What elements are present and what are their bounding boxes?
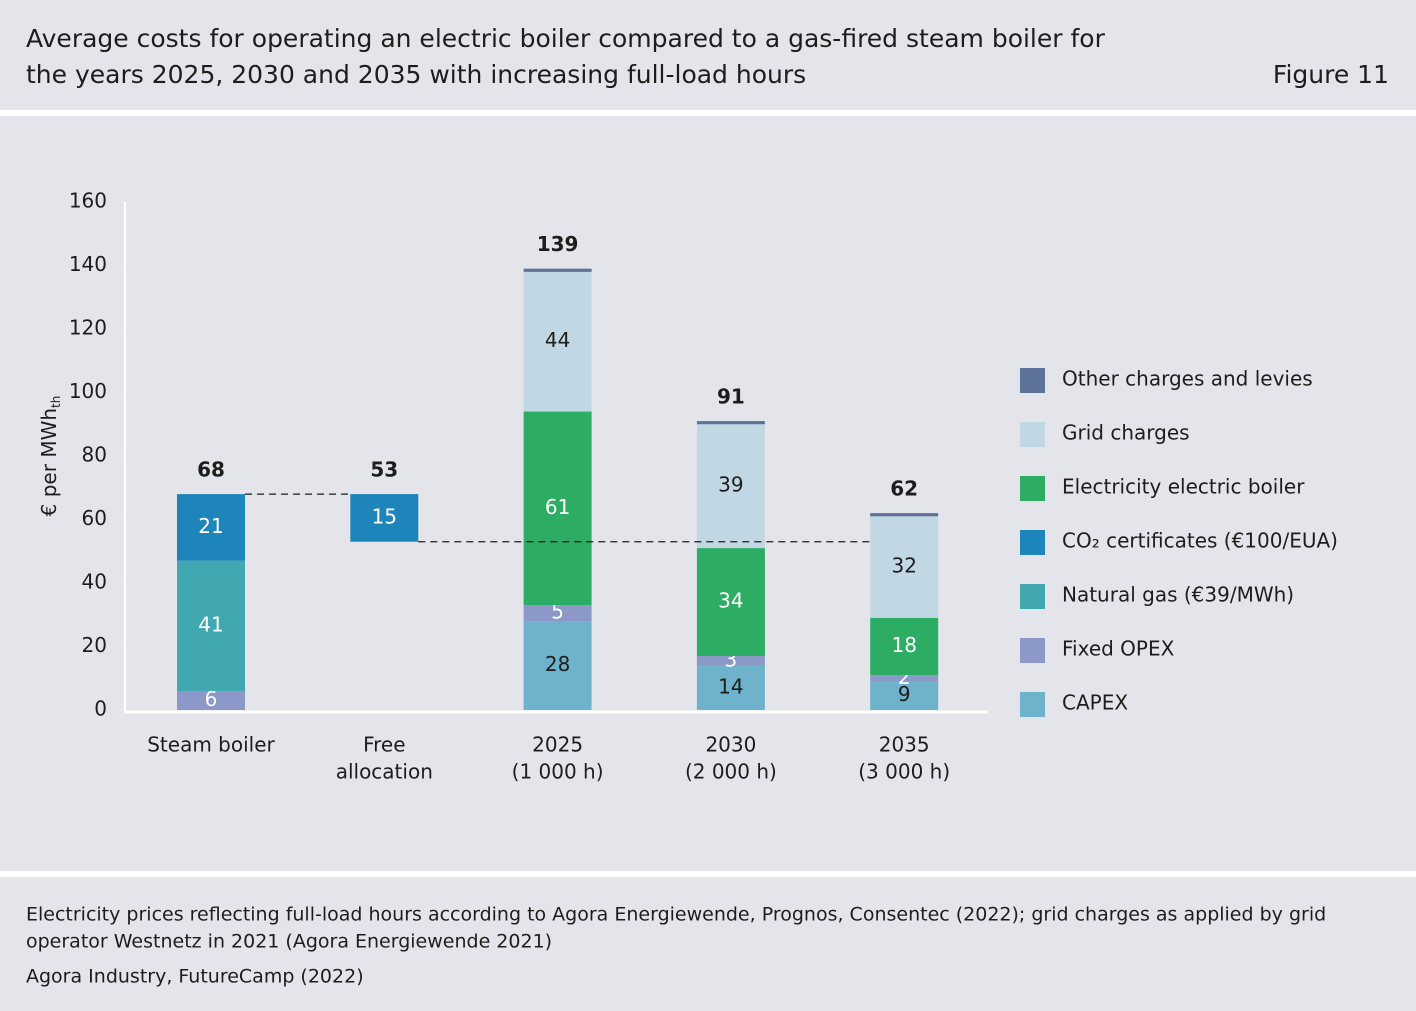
- source: Agora Industry, FutureCamp (2022): [26, 966, 364, 988]
- value-label: 5: [551, 600, 564, 624]
- x-tick-label: (2 000 h): [685, 760, 777, 784]
- bar-segment: [870, 681, 939, 710]
- value-label: 34: [718, 589, 743, 613]
- y-tick-label: 140: [69, 252, 107, 276]
- value-label: 14: [718, 674, 743, 698]
- value-label: 6: [205, 687, 218, 711]
- y-tick-label: 60: [82, 506, 107, 530]
- x-tick-label: 2025: [532, 733, 583, 757]
- bar-segment: [870, 513, 939, 517]
- x-tick-label: Free: [363, 733, 405, 757]
- x-tick-label: allocation: [336, 760, 433, 784]
- total-label: 139: [537, 232, 579, 256]
- bar-segment: [177, 690, 245, 710]
- y-axis-label-text: € per MWh: [37, 408, 61, 516]
- bar-segment: [870, 617, 939, 676]
- legend-label: Electricity electric boiler: [1062, 475, 1305, 499]
- x-tick-label: (1 000 h): [512, 760, 604, 784]
- x-tick-label: Steam boiler: [147, 733, 275, 757]
- bar-segment: [696, 548, 765, 657]
- legend-label: Grid charges: [1062, 421, 1190, 445]
- bar-segment: [523, 621, 592, 710]
- total-label: 68: [197, 458, 225, 482]
- bar-segment: [523, 271, 592, 412]
- y-axis-label-sub: th: [49, 396, 63, 408]
- y-tick-label: 20: [82, 633, 107, 657]
- y-tick-label: 40: [82, 570, 107, 594]
- y-tick-label: 100: [69, 379, 107, 403]
- total-label: 53: [370, 458, 398, 482]
- legend-label: CO₂ certificates (€100/EUA): [1062, 529, 1338, 553]
- value-label: 41: [198, 612, 223, 636]
- legend-label: Natural gas (€39/MWh): [1062, 583, 1294, 607]
- figure-number: Figure 11: [1273, 60, 1389, 89]
- y-tick-label: 160: [69, 189, 107, 213]
- x-tick-label: 2030: [705, 733, 756, 757]
- bar-segment: [350, 494, 419, 542]
- title-line: Average costs for operating an electric …: [26, 24, 1106, 53]
- legend-swatch: [1020, 422, 1045, 447]
- bar-segment: [523, 268, 592, 272]
- separator: [0, 871, 1416, 877]
- value-label: 32: [891, 554, 916, 578]
- bar-segment: [177, 494, 245, 561]
- separator: [0, 110, 1416, 116]
- bar-segment: [696, 421, 765, 425]
- total-label: 62: [890, 477, 918, 501]
- value-label: 15: [372, 504, 397, 528]
- bar-segment: [523, 411, 592, 606]
- footnote: operator Westnetz in 2021 (Agora Energie…: [26, 931, 552, 953]
- bar-segment: [870, 675, 939, 682]
- total-label: 91: [717, 385, 745, 409]
- bar-segment: [696, 424, 765, 549]
- y-tick-label: 80: [82, 443, 107, 467]
- value-label: 39: [718, 473, 743, 497]
- y-tick-label: 120: [69, 316, 107, 340]
- y-tick-label: 0: [94, 697, 107, 721]
- bar-segment: [523, 605, 592, 622]
- value-label: 18: [891, 633, 916, 657]
- legend-swatch: [1020, 692, 1045, 717]
- bar-segment: [870, 516, 939, 618]
- legend-swatch: [1020, 584, 1045, 609]
- value-label: 44: [545, 328, 570, 352]
- legend-swatch: [1020, 530, 1045, 555]
- legend-label: CAPEX: [1062, 691, 1128, 715]
- legend-swatch: [1020, 638, 1045, 663]
- footnote: Electricity prices reflecting full-load …: [26, 904, 1326, 926]
- value-label: 61: [545, 495, 570, 519]
- legend-swatch: [1020, 368, 1045, 393]
- y-axis-label: € per MWhth: [37, 396, 63, 517]
- value-label: 28: [545, 652, 570, 676]
- title-line: the years 2025, 2030 and 2035 with incre…: [26, 60, 806, 89]
- value-label: 21: [198, 514, 223, 538]
- bar-segment: [177, 560, 245, 691]
- legend-swatch: [1020, 476, 1045, 501]
- bar-segment: [696, 656, 765, 666]
- legend-label: Fixed OPEX: [1062, 637, 1175, 661]
- x-tick-label: (3 000 h): [858, 760, 950, 784]
- bar-segment: [696, 665, 765, 710]
- value-label: 9: [898, 682, 911, 706]
- legend-label: Other charges and levies: [1062, 367, 1313, 391]
- x-tick-label: 2035: [879, 733, 930, 757]
